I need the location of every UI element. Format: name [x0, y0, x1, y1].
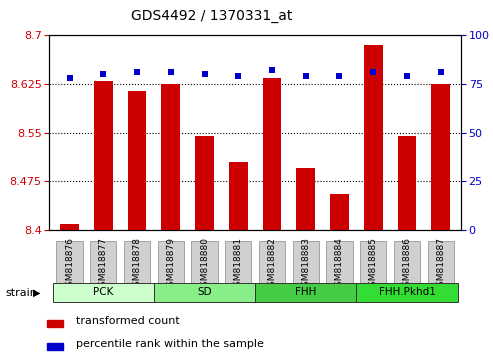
Bar [94, 81, 112, 230]
Text: transformed count: transformed count [76, 316, 179, 326]
Text: strain: strain [5, 288, 37, 298]
Text: GSM818881: GSM818881 [234, 237, 243, 292]
FancyBboxPatch shape [427, 241, 454, 283]
FancyBboxPatch shape [394, 241, 420, 283]
Text: GSM818887: GSM818887 [436, 237, 445, 292]
Bar [47, 320, 63, 327]
Text: GSM818876: GSM818876 [65, 237, 74, 292]
Text: FHH: FHH [295, 287, 317, 297]
Point [201, 72, 209, 77]
Bar [60, 224, 79, 230]
Text: GSM818885: GSM818885 [369, 237, 378, 292]
FancyBboxPatch shape [326, 241, 352, 283]
Point [66, 75, 73, 81]
Text: SD: SD [197, 287, 212, 297]
Text: GSM818884: GSM818884 [335, 237, 344, 292]
FancyBboxPatch shape [259, 241, 285, 283]
Bar [296, 169, 315, 230]
FancyBboxPatch shape [124, 241, 150, 283]
Bar [128, 91, 146, 230]
Point [369, 69, 377, 75]
Point [437, 69, 445, 75]
Bar [195, 136, 214, 230]
Bar [229, 162, 247, 230]
Point [403, 73, 411, 79]
Bar [431, 84, 450, 230]
Text: GSM818882: GSM818882 [268, 237, 277, 292]
Bar [162, 84, 180, 230]
Text: percentile rank within the sample: percentile rank within the sample [76, 339, 264, 349]
FancyBboxPatch shape [154, 282, 255, 302]
Text: ▶: ▶ [33, 288, 41, 298]
FancyBboxPatch shape [158, 241, 184, 283]
FancyBboxPatch shape [356, 282, 458, 302]
Point [234, 73, 242, 79]
Point [302, 73, 310, 79]
Text: GSM818879: GSM818879 [166, 237, 176, 292]
Point [100, 72, 107, 77]
Bar [263, 78, 282, 230]
Text: GDS4492 / 1370331_at: GDS4492 / 1370331_at [131, 9, 293, 23]
Text: PCK: PCK [93, 287, 113, 297]
Point [167, 69, 175, 75]
FancyBboxPatch shape [191, 241, 218, 283]
Bar [364, 45, 383, 230]
FancyBboxPatch shape [360, 241, 387, 283]
Text: GSM818878: GSM818878 [133, 237, 141, 292]
Bar [330, 194, 349, 230]
FancyBboxPatch shape [53, 282, 154, 302]
FancyBboxPatch shape [292, 241, 319, 283]
Text: GSM818877: GSM818877 [99, 237, 108, 292]
Text: GSM818883: GSM818883 [301, 237, 310, 292]
Text: GSM818886: GSM818886 [402, 237, 412, 292]
Text: FHH.Pkhd1: FHH.Pkhd1 [379, 287, 435, 297]
Bar [47, 343, 63, 350]
FancyBboxPatch shape [90, 241, 116, 283]
FancyBboxPatch shape [56, 241, 83, 283]
FancyBboxPatch shape [225, 241, 251, 283]
Point [336, 73, 344, 79]
Point [268, 68, 276, 73]
Text: GSM818880: GSM818880 [200, 237, 209, 292]
FancyBboxPatch shape [255, 282, 356, 302]
Bar [398, 136, 416, 230]
Point [133, 69, 141, 75]
